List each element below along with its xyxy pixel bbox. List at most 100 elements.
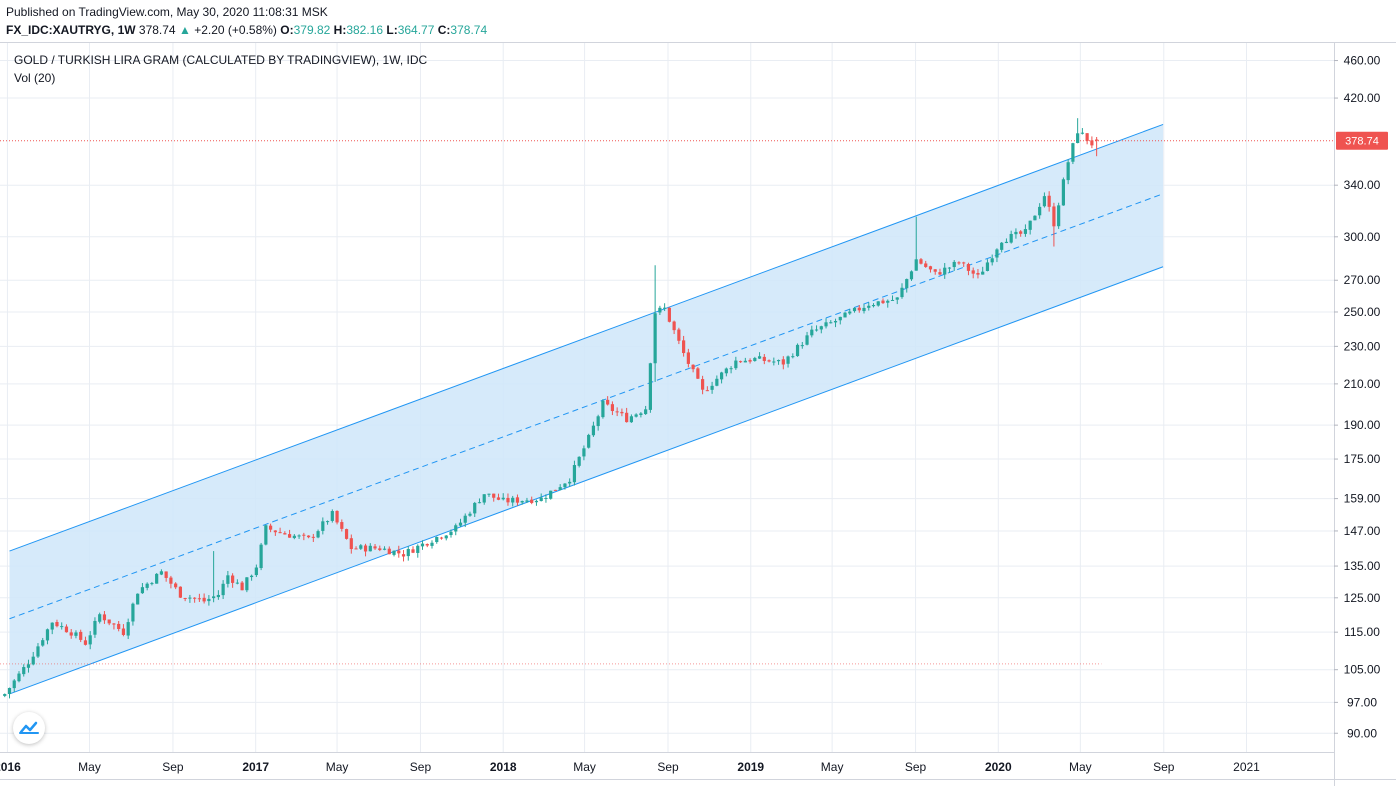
time-axis-label: May [326, 760, 349, 774]
candle-body [411, 549, 415, 553]
candle-body [976, 273, 980, 275]
candle-body [511, 497, 515, 503]
candle-body [496, 497, 501, 500]
candle-body [881, 300, 885, 304]
candle-body [990, 258, 994, 263]
candle-body [1028, 220, 1032, 230]
symbol-label[interactable]: FX_IDC:XAUTRYG, 1W [6, 23, 136, 37]
candle-body [392, 550, 396, 555]
candle-body [363, 545, 368, 552]
candle-body [1080, 132, 1084, 134]
candle-body [88, 635, 92, 645]
candle-body [240, 582, 244, 591]
candle-body [776, 360, 781, 362]
candle-body [254, 567, 258, 576]
triangle-up-icon: ▲ [178, 23, 191, 37]
candle-body [549, 490, 553, 499]
candle-body [724, 368, 728, 374]
close-label: C: [437, 23, 451, 37]
candle-body [781, 359, 785, 365]
regression-channel-upper-line[interactable] [9, 123, 1164, 552]
candle-body [74, 632, 78, 636]
time-axis[interactable]: 2016 May Sep 2017 May Sep 2018 May Sep 2019 May Sep… [0, 760, 1260, 774]
candle-body [1057, 205, 1061, 227]
candle-body [1071, 143, 1075, 162]
candle-body [786, 356, 790, 364]
last-price-label: 378.74 [1345, 136, 1379, 148]
candle-body [477, 502, 482, 504]
candle-body [1066, 162, 1070, 181]
price-axis[interactable]: 460.00 420.00 340.00 300.00 270.00 250.00 230.… [1334, 54, 1381, 741]
candle-body [397, 550, 401, 554]
candle-body [1090, 140, 1094, 146]
time-axis-label: 2018 [490, 760, 517, 774]
candle-body [658, 307, 662, 313]
candle-body [762, 356, 766, 361]
candle-body [639, 413, 643, 415]
candle-body [715, 378, 719, 386]
time-axis-label: 2019 [737, 760, 764, 774]
candle-body [1076, 133, 1080, 144]
candle-body [117, 623, 121, 629]
chart-legend-title: GOLD / TURKISH LIRA GRAM (CALCULATED BY … [14, 53, 428, 67]
candle-body [819, 326, 823, 330]
low-value: 364.77 [397, 23, 435, 37]
candle-body [349, 538, 353, 550]
time-axis-label: May [1069, 760, 1092, 774]
candle-body [572, 465, 577, 483]
time-axis-label: Sep [657, 760, 679, 774]
candle-body [283, 533, 287, 535]
candle-body [1042, 196, 1047, 207]
low-label: L: [386, 23, 398, 37]
candle-body [1023, 229, 1028, 234]
regression-channel-lower-line[interactable] [9, 266, 1164, 695]
candle-body [625, 412, 629, 423]
candle-body [12, 680, 16, 689]
candle-body [1061, 179, 1066, 206]
candle-body [264, 525, 268, 545]
candle-body [648, 363, 652, 410]
candle-body [473, 502, 477, 514]
candle-body [795, 344, 800, 357]
tradingview-logo-icon[interactable] [13, 712, 45, 744]
candle-body [800, 345, 804, 347]
candle-body [734, 360, 738, 369]
price-axis-label: 300.00 [1344, 230, 1381, 244]
candle-body [306, 535, 311, 538]
candle-body [202, 597, 206, 602]
candle-body [102, 614, 107, 621]
candle-body [36, 646, 40, 657]
candle-body [886, 300, 890, 303]
candle-body [387, 548, 391, 555]
candle-body [83, 640, 88, 645]
candle-body [174, 583, 178, 588]
published-line: Published on TradingView.com, May 30, 20… [6, 5, 328, 19]
candle-body [221, 583, 225, 596]
candle-body [719, 372, 724, 380]
last-price-badge: 378.74 [1336, 131, 1388, 150]
regression-channel-mid-line[interactable] [9, 193, 1164, 620]
candle-body [644, 409, 648, 415]
candle-body [663, 307, 667, 309]
candle-body [876, 301, 880, 306]
candle-body [273, 530, 277, 533]
candle-body [1047, 195, 1051, 207]
candle-body [17, 673, 21, 682]
candle-body [126, 622, 130, 636]
candle-body [610, 404, 615, 412]
price-axis-label: 135.00 [1344, 559, 1381, 573]
candle-body [145, 583, 149, 588]
close-value: 378.74 [450, 23, 488, 37]
candle-body [216, 594, 220, 598]
price-axis-label: 270.00 [1344, 273, 1381, 287]
candle-body [525, 500, 529, 502]
candle-body [867, 305, 871, 308]
candle-body [155, 573, 159, 584]
candle-body [857, 307, 861, 311]
time-axis-label: 2016 [0, 760, 21, 774]
candle-body [354, 548, 358, 550]
candle-body [748, 360, 752, 362]
candle-body [791, 356, 795, 358]
candle-body [259, 544, 263, 569]
